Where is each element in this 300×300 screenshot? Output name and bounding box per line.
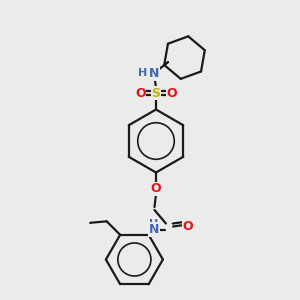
Text: O: O [183,220,194,233]
Text: O: O [135,86,146,100]
Text: N: N [149,67,159,80]
Text: S: S [152,86,160,100]
Text: H: H [139,68,148,79]
Text: N: N [149,223,159,236]
Text: O: O [151,182,161,196]
Text: H: H [149,219,158,229]
Text: O: O [166,86,177,100]
